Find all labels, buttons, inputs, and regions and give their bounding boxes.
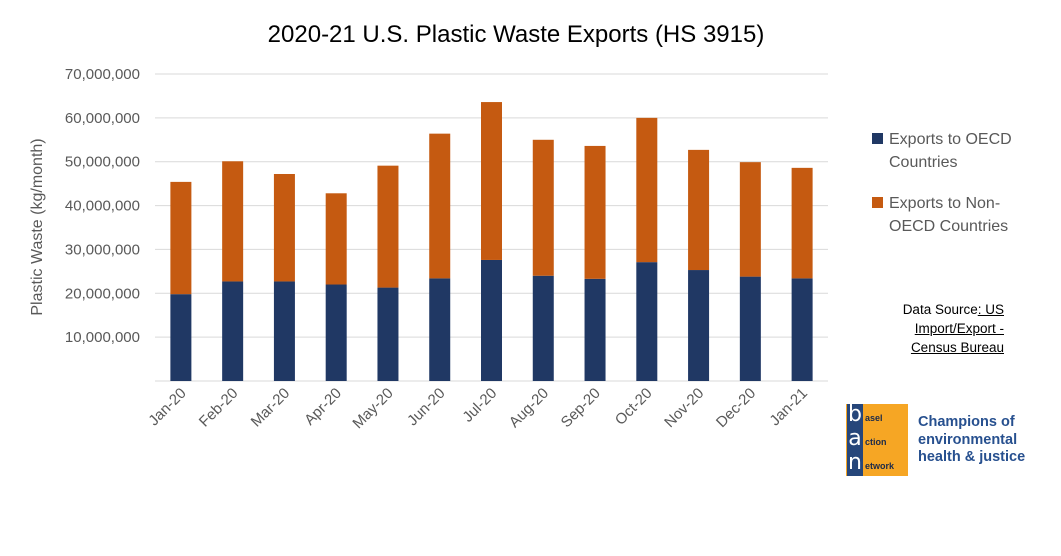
bar-oecd — [273, 281, 295, 381]
y-tick-label: 50,000,000 — [65, 154, 140, 171]
tagline: Champions of environmental health & just… — [918, 414, 1026, 465]
legend-swatch-oecd — [872, 133, 883, 144]
bar-non-oecd — [532, 139, 554, 276]
y-tick-label: 20,000,000 — [65, 285, 140, 302]
source-prefix: Data Source — [902, 302, 978, 317]
data-source-note: Data Source: US Import/Export - Census B… — [868, 300, 1004, 357]
chart-title: 2020-21 U.S. Plastic Waste Exports (HS 3… — [268, 21, 765, 48]
x-tick-label: Oct-20 — [612, 385, 656, 429]
x-tick-label: Nov-20 — [661, 385, 707, 431]
x-tick-label: Mar-20 — [248, 385, 294, 431]
legend-item-non-oecd: Exports to Non- OECD Countries — [872, 192, 1042, 238]
bars — [170, 102, 813, 381]
x-tick-label: May-20 — [349, 385, 396, 432]
logo-row-b: b asel — [846, 404, 908, 429]
logo-word-etwork: etwork — [865, 461, 895, 471]
bar-non-oecd — [429, 133, 451, 279]
logo-word-ction: ction — [865, 437, 887, 447]
bar-oecd — [532, 275, 554, 381]
bar-non-oecd — [481, 102, 502, 260]
y-tick-label: 60,000,000 — [65, 110, 140, 127]
x-tick-label: Jan-21 — [766, 385, 810, 429]
logo-word-asel: asel — [865, 413, 883, 423]
bar-non-oecd — [170, 181, 192, 295]
y-tick-labels: 10,000,000 20,000,000 30,000,000 40,000,000… — [65, 66, 140, 346]
y-tick-label: 70,000,000 — [65, 66, 140, 83]
x-tick-label: Dec-20 — [713, 385, 759, 431]
bar-non-oecd — [584, 145, 606, 279]
x-tick-label: Jul-20 — [459, 385, 500, 426]
ban-logo: b asel a ction n etwork — [846, 404, 908, 476]
logo-row-a: a ction — [846, 426, 908, 453]
bar-oecd — [481, 259, 502, 381]
bar-oecd — [429, 278, 451, 381]
bar-oecd — [636, 262, 658, 381]
x-tick-label: Jan-20 — [145, 385, 189, 429]
logo-letter-n: n — [847, 450, 863, 476]
bar-non-oecd — [791, 167, 813, 279]
logo-letter-b: b — [847, 404, 863, 428]
bar-oecd — [377, 287, 399, 381]
bar-non-oecd — [688, 149, 710, 271]
legend-swatch-non-oecd — [872, 197, 883, 208]
y-tick-label: 10,000,000 — [65, 329, 140, 346]
source-line3: Census Bureau — [910, 340, 1004, 355]
logo-row-n: n etwork — [846, 450, 908, 476]
bar-non-oecd — [325, 193, 347, 285]
y-axis-label: Plastic Waste (kg/month) — [29, 138, 46, 315]
bar-oecd — [325, 284, 347, 381]
bar-non-oecd — [377, 165, 399, 288]
y-tick-label: 40,000,000 — [65, 198, 140, 215]
bar-non-oecd — [273, 173, 295, 282]
bar-oecd — [170, 294, 192, 381]
legend-label-oecd: Exports to OECD Countries — [889, 131, 1012, 171]
source-line2: Import/Export - — [914, 321, 1004, 336]
x-tick-label: Apr-20 — [301, 385, 345, 429]
x-tick-labels: Jan-20 Feb-20 Mar-20 Apr-20 May-20 Jun-20 Jul-… — [145, 385, 811, 432]
bar-non-oecd — [636, 117, 658, 263]
bar-non-oecd — [222, 161, 244, 282]
bar-oecd — [791, 278, 813, 381]
bar-non-oecd — [739, 162, 761, 277]
y-tick-label: 30,000,000 — [65, 241, 140, 258]
x-tick-label: Aug-20 — [506, 385, 552, 431]
bar-oecd — [688, 270, 710, 381]
legend: Exports to OECD Countries Exports to Non… — [872, 128, 1042, 256]
x-tick-label: Jun-20 — [404, 385, 448, 429]
legend-label-non-oecd: Exports to Non- OECD Countries — [889, 195, 1009, 235]
legend-item-oecd: Exports to OECD Countries — [872, 128, 1042, 174]
bar-oecd — [739, 276, 761, 381]
x-tick-label: Sep-20 — [558, 385, 604, 431]
bar-oecd — [584, 278, 606, 381]
logo-letter-a: a — [847, 426, 863, 452]
x-tick-label: Feb-20 — [196, 385, 242, 431]
source-line1: : US — [977, 302, 1004, 317]
bar-oecd — [222, 281, 244, 381]
